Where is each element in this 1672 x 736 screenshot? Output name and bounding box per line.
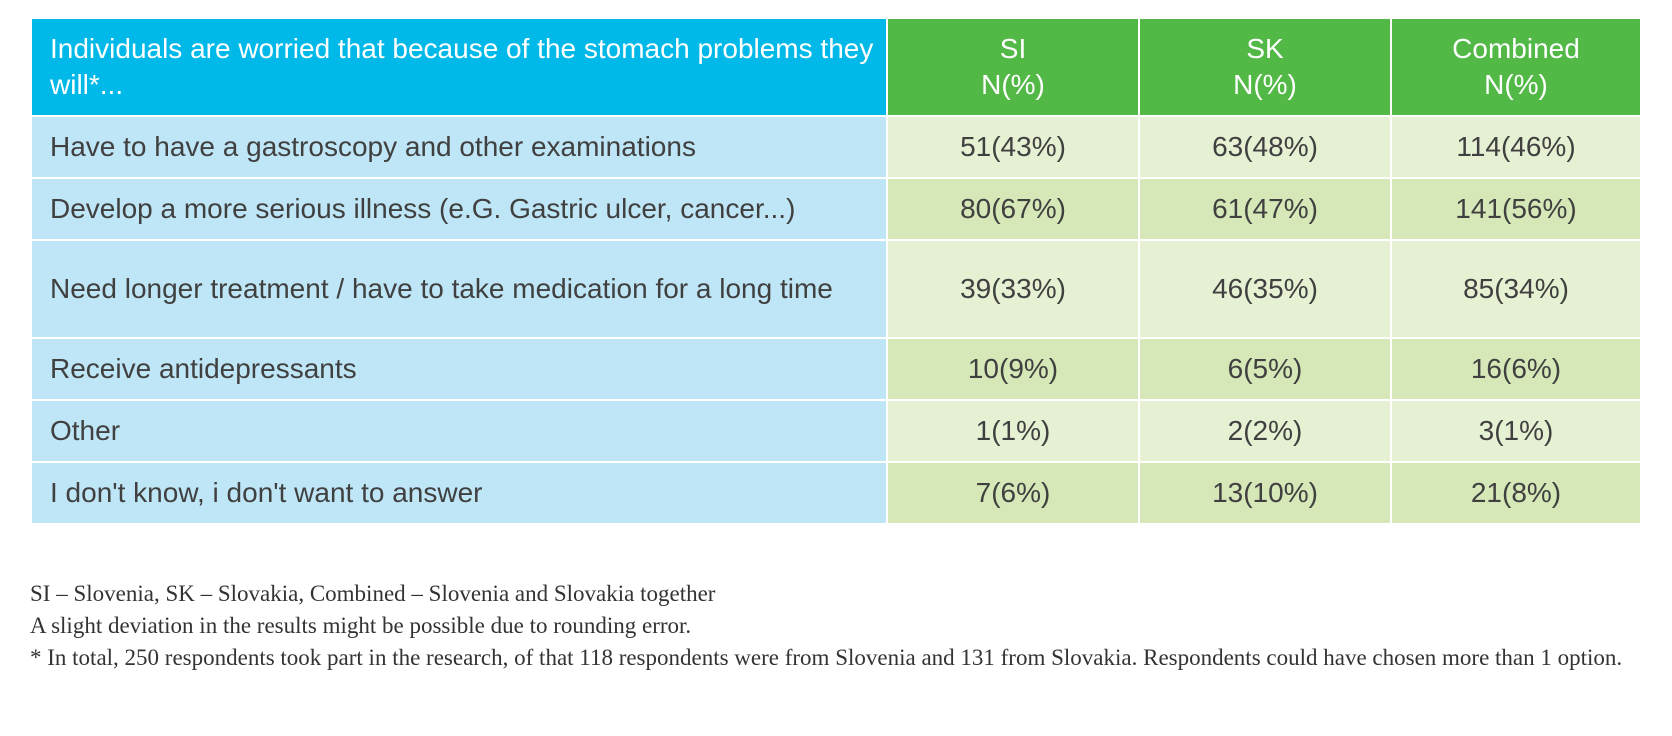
- cell-combined: 21(8%): [1390, 461, 1642, 525]
- header-si-country: SI: [999, 33, 1027, 64]
- cell-si: 1(1%): [886, 399, 1140, 463]
- results-table-container: Individuals are worried that because of …: [30, 17, 1642, 525]
- row-label: Other: [30, 399, 888, 463]
- cell-si: 39(33%): [886, 239, 1140, 339]
- header-combined-label: Combined: [1452, 33, 1580, 64]
- footnote-abbreviations: SI – Slovenia, SK – Slovakia, Combined –…: [30, 581, 716, 606]
- footnote-rounding: A slight deviation in the results might …: [30, 613, 692, 638]
- table-row: Need longer treatment / have to take med…: [30, 239, 1642, 339]
- table-row: Other 1(1%) 2(2%) 3(1%): [30, 399, 1642, 463]
- cell-combined: 114(46%): [1390, 115, 1642, 179]
- cell-sk: 13(10%): [1138, 461, 1392, 525]
- header-si: SI N(%): [886, 17, 1140, 117]
- header-combined-unit: N(%): [1484, 69, 1548, 100]
- table-row: I don't know, i don't want to answer 7(6…: [30, 461, 1642, 525]
- table-row: Develop a more serious illness (e.G. Gas…: [30, 177, 1642, 241]
- row-label: I don't know, i don't want to answer: [30, 461, 888, 525]
- cell-si: 10(9%): [886, 337, 1140, 401]
- cell-si: 7(6%): [886, 461, 1140, 525]
- cell-combined: 3(1%): [1390, 399, 1642, 463]
- cell-sk: 63(48%): [1138, 115, 1392, 179]
- footnote-total: * In total, 250 respondents took part in…: [30, 645, 1623, 670]
- table-row: Receive antidepressants 10(9%) 6(5%) 16(…: [30, 337, 1642, 401]
- cell-si: 80(67%): [886, 177, 1140, 241]
- row-label: Have to have a gastroscopy and other exa…: [30, 115, 888, 179]
- cell-sk: 2(2%): [1138, 399, 1392, 463]
- table-row: Have to have a gastroscopy and other exa…: [30, 115, 1642, 179]
- header-si-unit: N(%): [981, 69, 1045, 100]
- row-label: Need longer treatment / have to take med…: [30, 239, 888, 339]
- cell-sk: 6(5%): [1138, 337, 1392, 401]
- header-sk-unit: N(%): [1233, 69, 1297, 100]
- cell-si: 51(43%): [886, 115, 1140, 179]
- header-combined: Combined N(%): [1390, 17, 1642, 117]
- header-question-label: Individuals are worried that because of …: [30, 17, 888, 117]
- cell-combined: 141(56%): [1390, 177, 1642, 241]
- row-label: Develop a more serious illness (e.G. Gas…: [30, 177, 888, 241]
- cell-combined: 16(6%): [1390, 337, 1642, 401]
- header-sk: SK N(%): [1138, 17, 1392, 117]
- table-header-row: Individuals are worried that because of …: [30, 17, 1642, 117]
- table-footnotes: SI – Slovenia, SK – Slovakia, Combined –…: [30, 578, 1640, 674]
- worries-table: Individuals are worried that because of …: [30, 17, 1642, 525]
- row-label: Receive antidepressants: [30, 337, 888, 401]
- cell-sk: 46(35%): [1138, 239, 1392, 339]
- header-sk-country: SK: [1246, 33, 1284, 64]
- cell-sk: 61(47%): [1138, 177, 1392, 241]
- cell-combined: 85(34%): [1390, 239, 1642, 339]
